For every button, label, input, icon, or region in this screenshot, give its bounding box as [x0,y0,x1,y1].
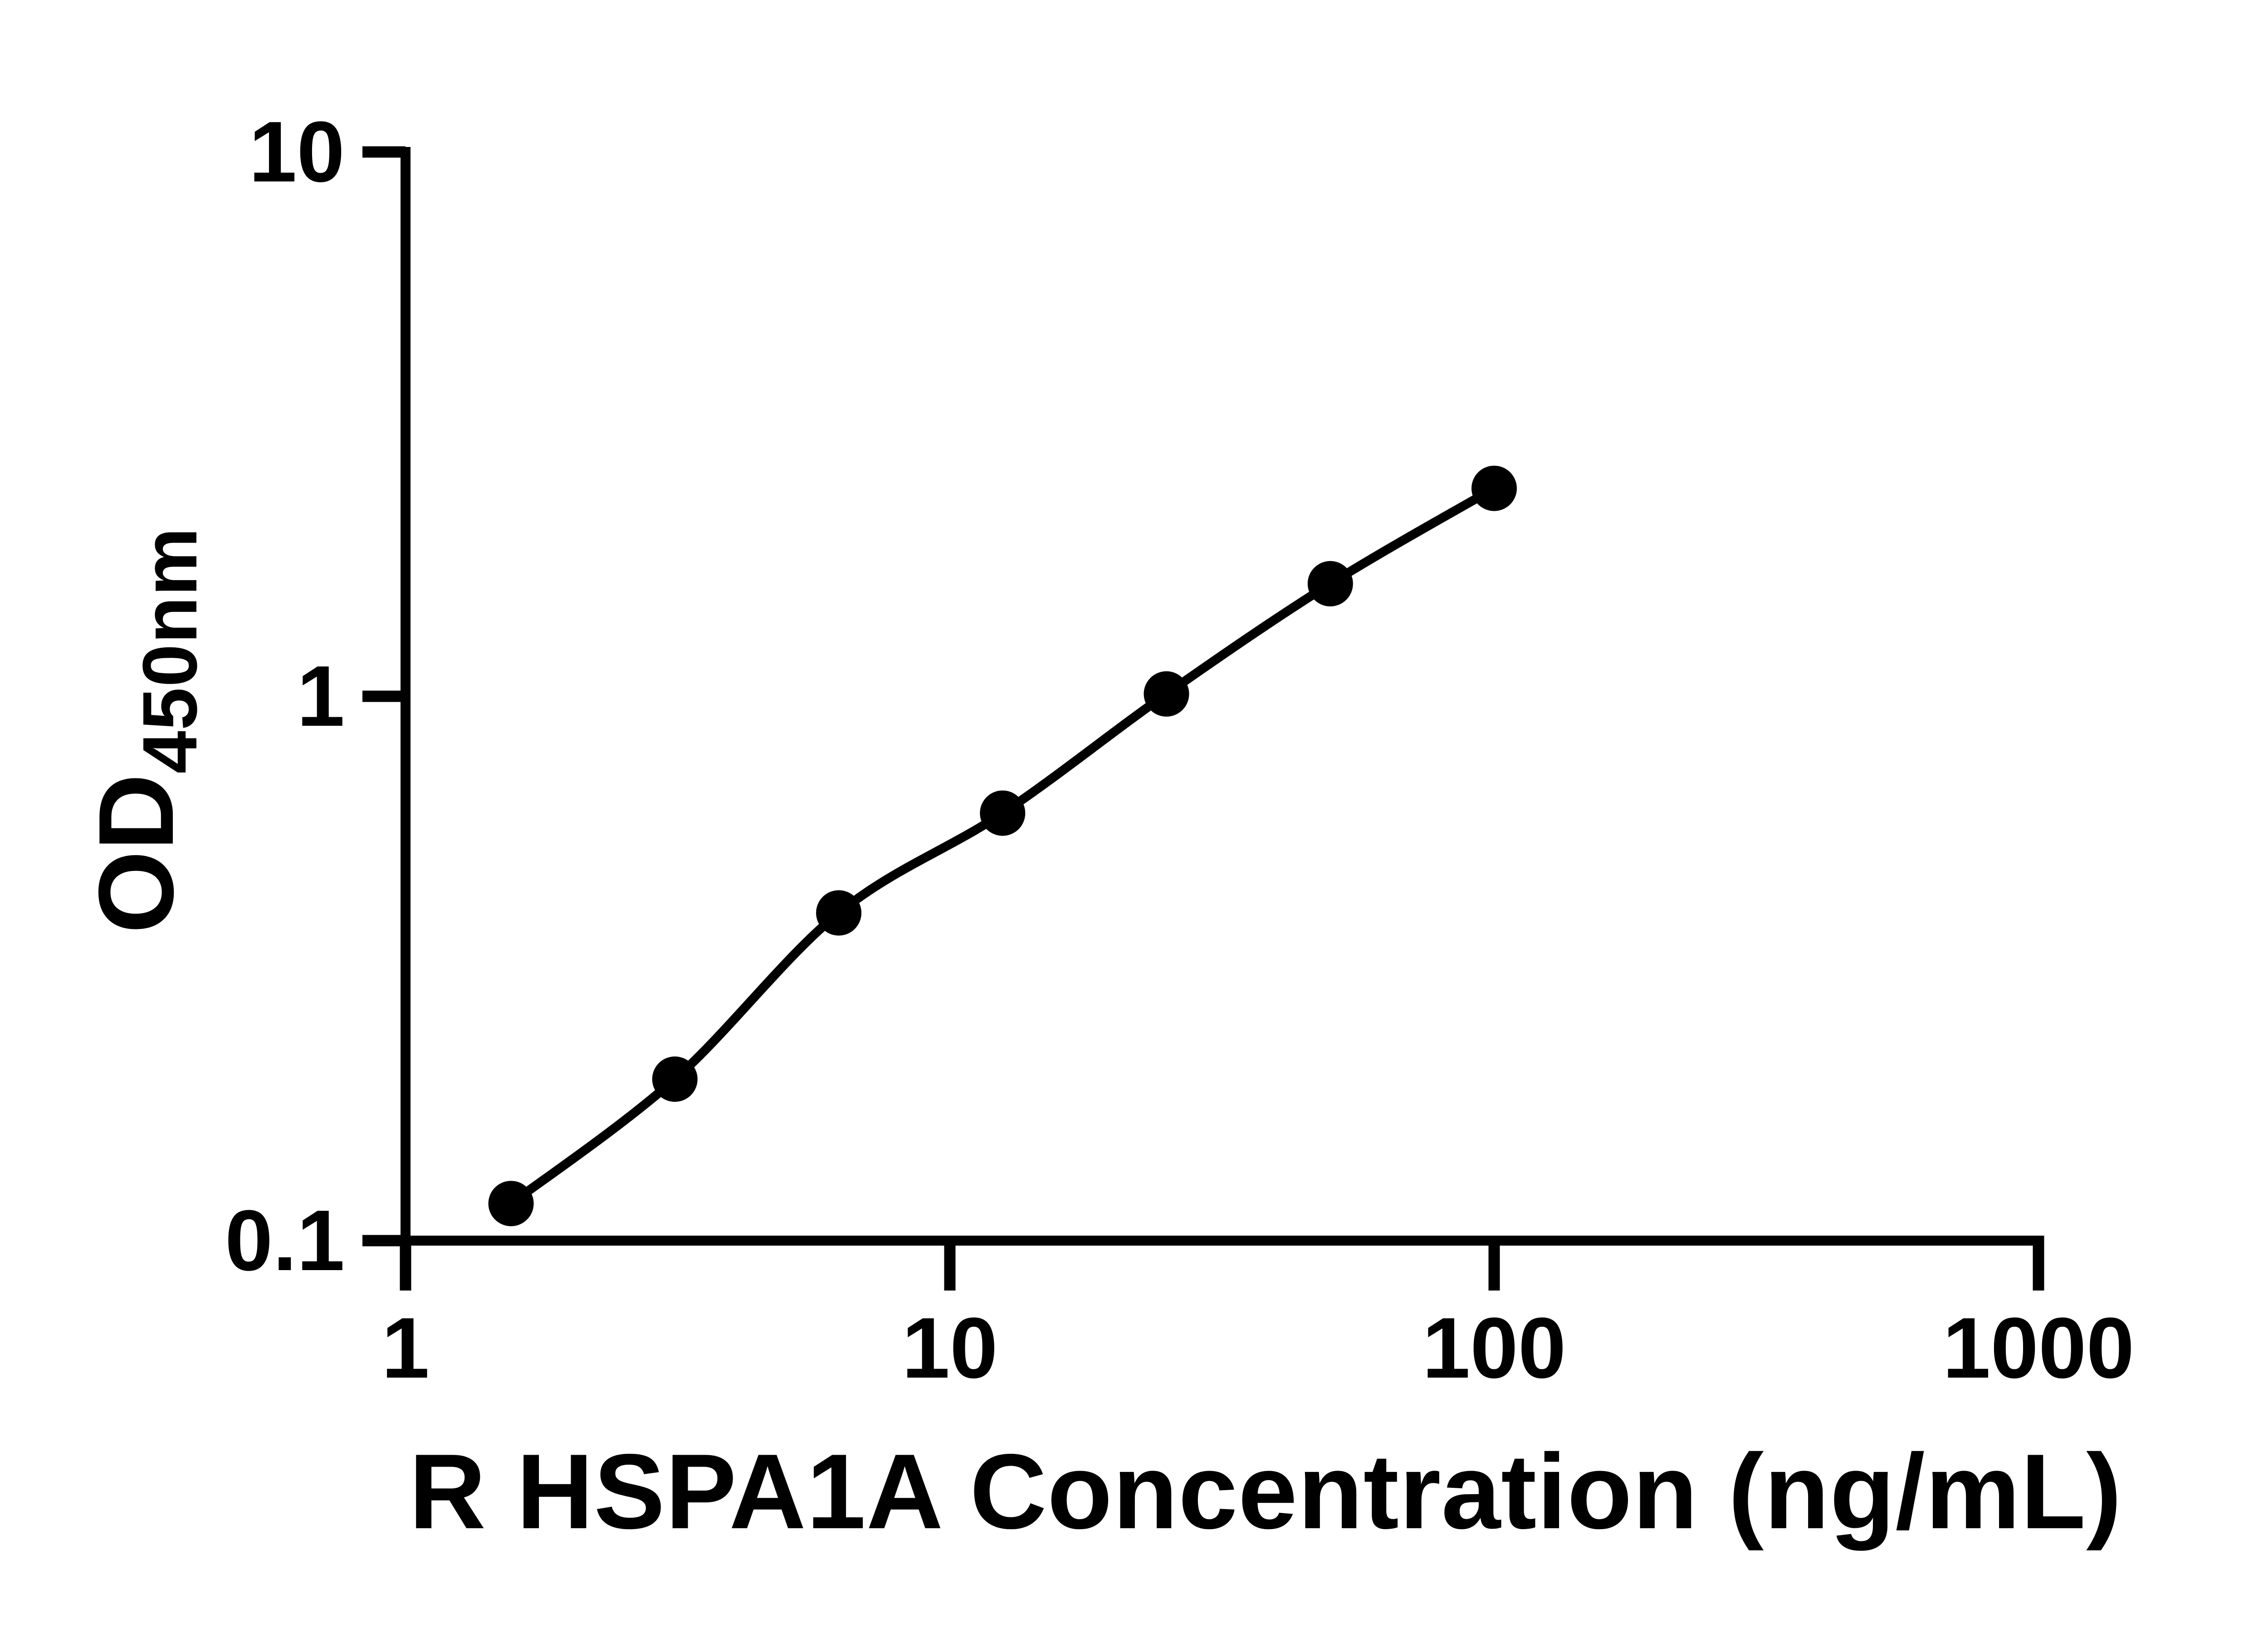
y-axis-title: OD450nm [64,231,213,1229]
y-tick-label-0-1: 0.1 [225,1193,345,1289]
x-tick-label-100: 100 [1422,1300,1566,1396]
x-axis-title: R HSPA1A Concentration (ng/mL) [409,1432,2122,1551]
data-point-6 [1471,465,1517,511]
y-axis-title-subscript: 450nm [127,527,213,774]
data-point-0 [488,1181,534,1227]
y-axis-title-main: OD [76,773,196,934]
data-point-3 [980,790,1026,836]
x-tick-marks [400,1241,2044,1291]
axis-spines [401,147,2044,1291]
y-tick-marks [362,146,406,1247]
data-point-1 [652,1056,698,1102]
data-point-2 [816,890,862,936]
data-point-4 [1144,671,1189,717]
x-tick-label-1: 1 [381,1300,430,1396]
y-tick-label-10: 10 [249,104,345,200]
x-tick-label-1000: 1000 [1942,1300,2135,1396]
x-tick-label-10: 10 [902,1300,998,1396]
y-tick-label-1: 1 [297,648,345,744]
data-point-5 [1307,561,1353,606]
